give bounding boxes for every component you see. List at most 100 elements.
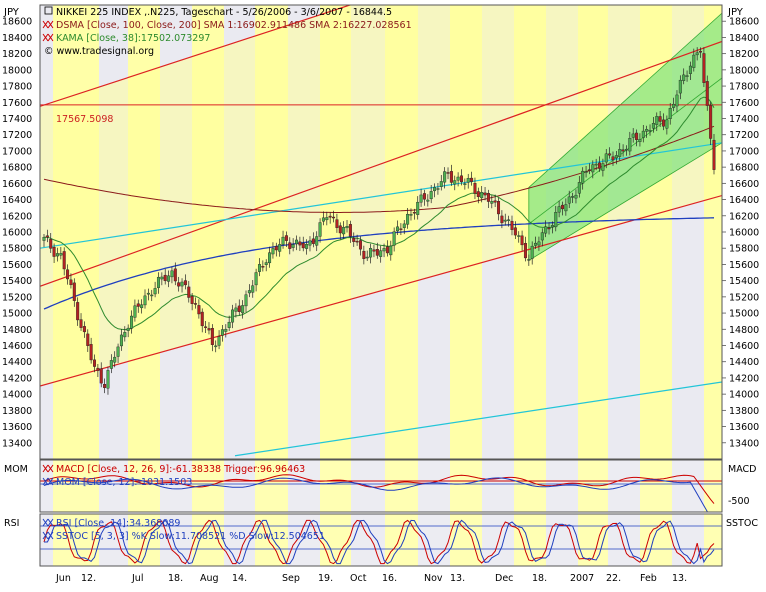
candle-body	[332, 216, 336, 219]
period-band	[255, 514, 288, 566]
candle-body	[264, 262, 268, 265]
candle-body	[547, 227, 551, 230]
candle-body	[348, 224, 352, 237]
y-tick-label-left: 14000	[2, 390, 32, 401]
candle-body	[466, 178, 470, 183]
macd-legend: MACD [Close, 12, 26, 9]:-61.38338 Trigge…	[56, 464, 305, 475]
candle-body	[513, 227, 517, 236]
candle-body	[220, 329, 224, 336]
candle-body	[557, 206, 561, 213]
channel-top-line	[40, 5, 352, 107]
candle-body	[658, 116, 662, 122]
candle-body	[234, 307, 238, 312]
candle-body	[372, 249, 376, 252]
candle-body	[318, 222, 322, 237]
candle-body	[180, 281, 184, 287]
y-tick-label-right: 16200	[729, 211, 759, 222]
rsi-left-label: RSI	[4, 518, 19, 529]
y-tick-label-left: 15800	[2, 244, 32, 255]
hline-label: 17567.5098	[56, 114, 113, 125]
stoch-k-line	[43, 519, 715, 565]
candle-body	[560, 204, 564, 210]
candle-body	[584, 171, 588, 173]
candle-body	[160, 276, 164, 280]
y-tick-label-right: 17800	[729, 82, 759, 93]
candle-body	[581, 170, 585, 184]
candle-body	[257, 264, 261, 272]
period-band	[482, 460, 514, 512]
candle-body	[143, 295, 147, 306]
candle-body	[645, 129, 649, 132]
candle-body	[554, 212, 558, 228]
y-tick-label-left: 17600	[2, 98, 32, 109]
candle-body	[52, 247, 56, 257]
x-tick-label: 14.	[232, 573, 247, 584]
candle-body	[389, 245, 393, 256]
candle-body	[136, 303, 140, 307]
candle-body	[345, 226, 349, 229]
cyan-trendline-lower	[234, 381, 722, 457]
y-tick-label-right: 17600	[729, 98, 759, 109]
candle-body	[678, 79, 682, 94]
candle-body	[500, 215, 504, 224]
period-band	[640, 514, 672, 566]
y-tick-label-left: 13400	[2, 438, 32, 449]
candle-body	[517, 235, 521, 237]
candle-body	[446, 172, 450, 174]
candle-body	[224, 328, 228, 332]
candle-body	[99, 368, 103, 384]
period-band	[546, 514, 578, 566]
period-band	[53, 460, 99, 512]
candle-body	[507, 219, 511, 221]
candle-body	[163, 274, 167, 282]
y-tick-label-right: 17000	[729, 146, 759, 157]
candle-body	[106, 370, 110, 389]
period-band	[128, 460, 160, 512]
macd-right-label: MACD	[728, 464, 756, 475]
candle-body	[534, 242, 538, 246]
y-tick-label-left: 17400	[2, 114, 32, 125]
period-band	[288, 460, 320, 512]
candle-body	[197, 305, 201, 315]
candle-body	[598, 162, 602, 169]
candle-body	[439, 181, 443, 187]
y-tick-label-left: 13800	[2, 406, 32, 417]
candle-body	[459, 175, 463, 183]
period-band	[450, 514, 482, 566]
candle-body	[49, 238, 53, 249]
mom-marker-icon	[42, 477, 54, 486]
candle-body	[385, 246, 389, 254]
y-tick-label-right: 15400	[729, 276, 759, 287]
candle-body	[672, 103, 676, 108]
y-tick-label-left: 16200	[2, 211, 32, 222]
x-tick-label: 13.	[450, 573, 465, 584]
candle-body	[244, 294, 248, 307]
candle-body	[449, 171, 453, 183]
candle-body	[453, 180, 457, 185]
candle-body	[618, 149, 622, 157]
candle-body	[284, 235, 288, 241]
period-band	[99, 460, 128, 512]
y-tick-label-right: 13400	[729, 438, 759, 449]
candle-body	[490, 201, 494, 204]
candle-body	[190, 296, 194, 304]
period-band	[418, 514, 450, 566]
y-tick-label-left: 15400	[2, 276, 32, 287]
candle-body	[702, 53, 706, 83]
macd-trigger-line	[43, 477, 709, 512]
y-tick-label-right: 14000	[729, 390, 759, 401]
y-tick-label-left: 14400	[2, 357, 32, 368]
y-tick-label-right: 18000	[729, 65, 759, 76]
candle-body	[96, 367, 100, 371]
candle-body	[72, 282, 76, 301]
candle-body	[271, 248, 275, 255]
candle-body	[86, 333, 90, 346]
y-tick-label-left: 15000	[2, 309, 32, 320]
candle-body	[79, 319, 83, 328]
y-tick-label-right: 17400	[729, 114, 759, 125]
candle-body	[436, 188, 440, 190]
candle-body	[550, 225, 554, 228]
x-tick-label: Oct	[350, 573, 367, 584]
candle-body	[375, 249, 379, 256]
y-tick-label-left: 15200	[2, 292, 32, 303]
